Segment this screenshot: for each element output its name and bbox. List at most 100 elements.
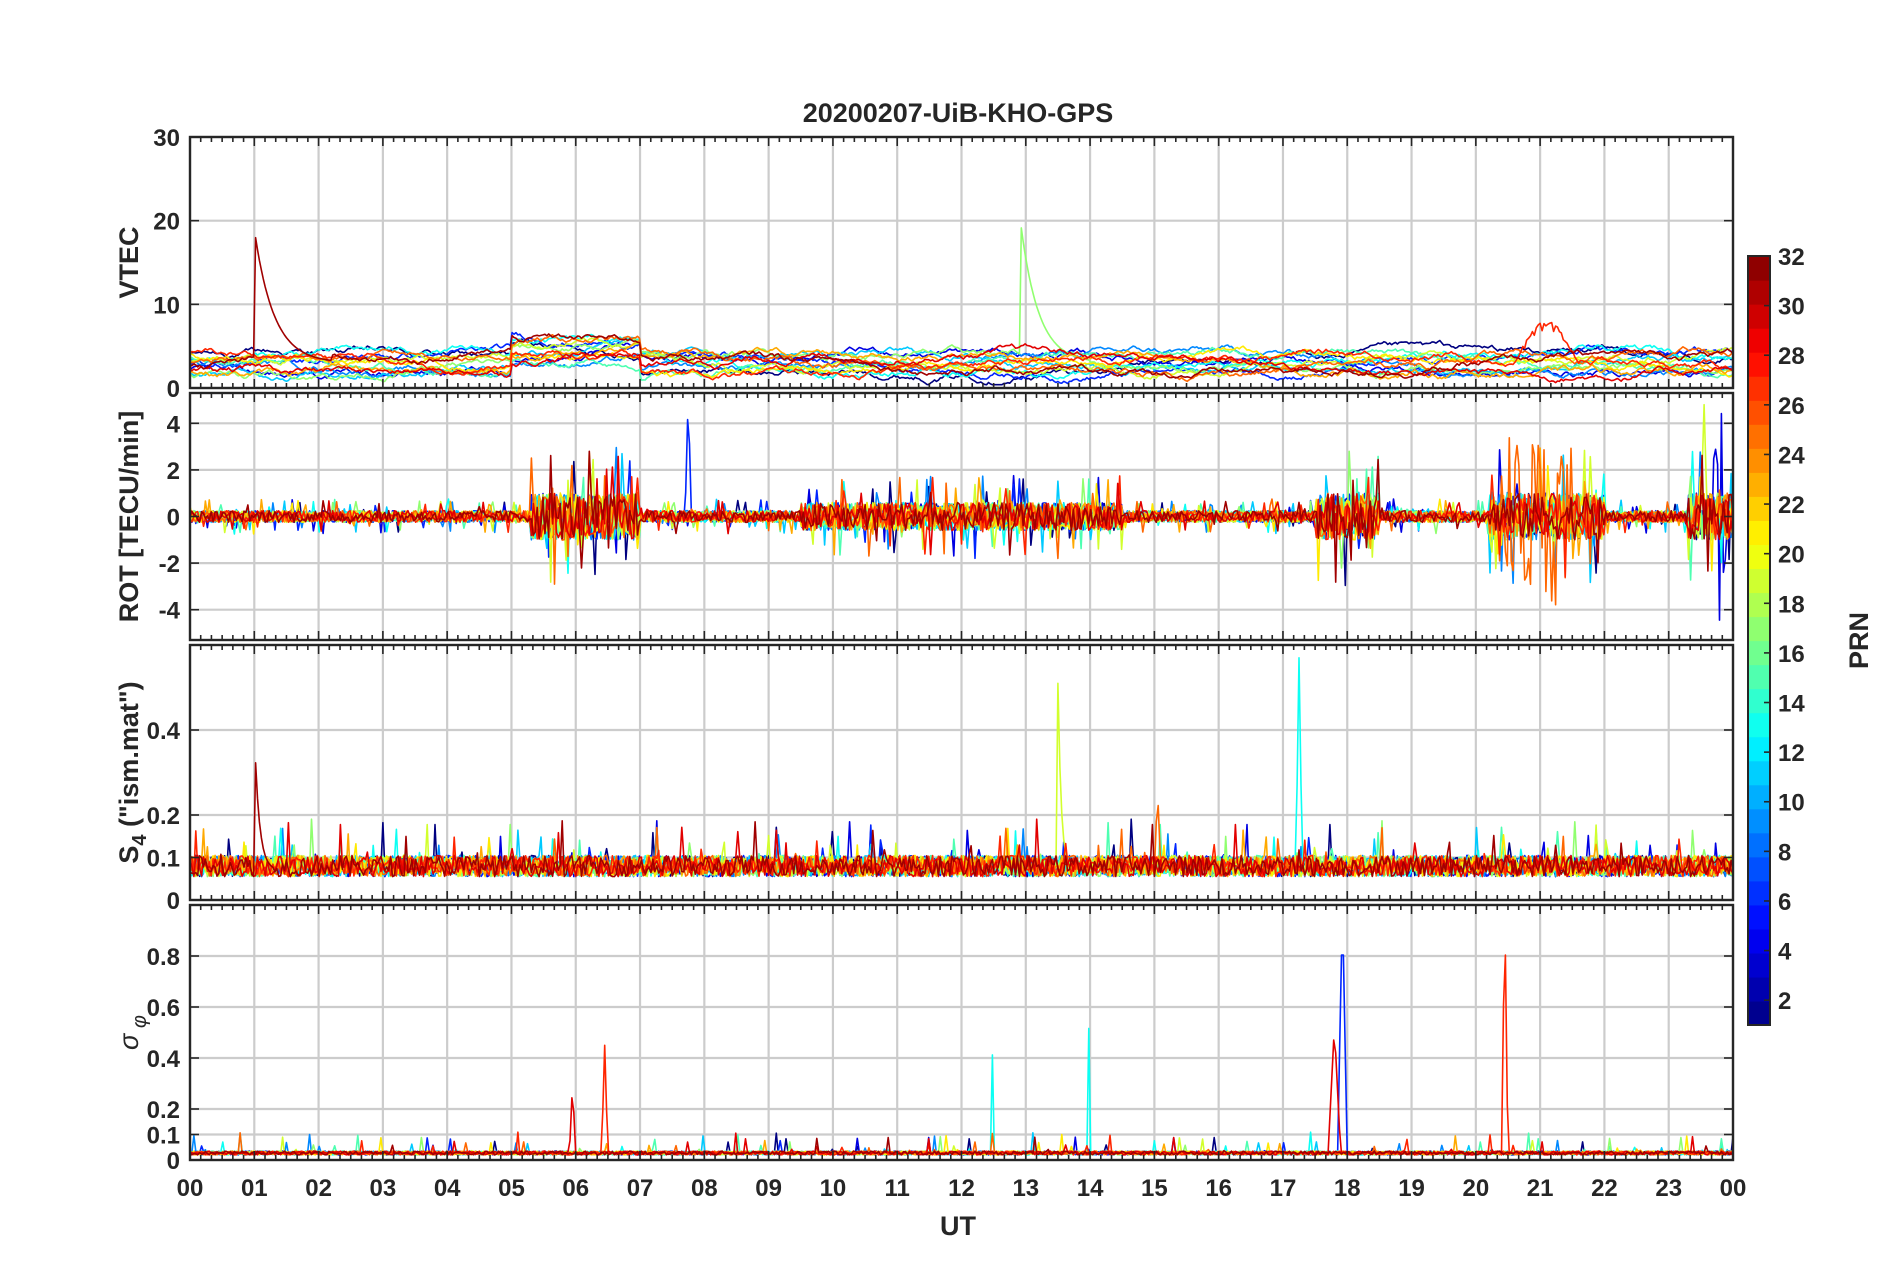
- colorbar-tick-label: 22: [1778, 492, 1805, 519]
- y-tick-label: 0: [167, 376, 180, 403]
- colorbar-segment: [1748, 496, 1770, 521]
- y-tick-label: 0.2: [147, 803, 180, 830]
- colorbar-segment: [1748, 952, 1770, 978]
- colorbar-segment: [1748, 736, 1770, 762]
- x-tick-label: 11: [885, 1175, 910, 1202]
- y-tick-label: 2: [167, 458, 180, 485]
- series-prn-23: [190, 339, 1733, 380]
- colorbar-tick-label: 16: [1778, 641, 1805, 668]
- x-tick-label: 13: [1012, 1175, 1039, 1202]
- series-prn-17: [190, 227, 1733, 383]
- colorbar-segment: [1748, 760, 1770, 786]
- y-tick-label: 30: [153, 125, 180, 152]
- y-tick-label: 0.1: [147, 846, 180, 873]
- colorbar-segment: [1748, 592, 1770, 618]
- colorbar-segment: [1748, 640, 1770, 666]
- colorbar-segment: [1748, 880, 1770, 906]
- y-axis-label: S4 ("ism.mat"): [114, 681, 151, 863]
- colorbar-segment: [1748, 376, 1770, 401]
- colorbar-segment: [1748, 304, 1770, 329]
- colorbar-label: PRN: [1844, 612, 1874, 669]
- x-tick-label: 17: [1270, 1175, 1297, 1202]
- panel-4: 00.10.2 0.4 0.6 0.8 σ φ 00 01 02 03 04 05 06 07 08 09 1…: [114, 903, 1747, 1202]
- colorbar-segment: [1748, 904, 1770, 930]
- x-tick-label: 22: [1591, 1175, 1618, 1202]
- colorbar-segment: [1748, 616, 1770, 642]
- colorbar-tick-label: 10: [1778, 790, 1805, 817]
- panel-2: -4 -2 0 2 4 ROT [TECU/min]: [114, 391, 1735, 642]
- colorbar-segment: [1748, 976, 1770, 1002]
- x-tick-label: 20: [1462, 1175, 1489, 1202]
- series-prn-31: [190, 762, 1733, 878]
- series-prn-31: [190, 236, 1733, 379]
- colorbar-segment: [1748, 328, 1770, 353]
- colorbar-tick-label: 24: [1778, 442, 1805, 469]
- x-tick-label: 02: [305, 1175, 332, 1202]
- x-tick-label: 09: [755, 1175, 782, 1202]
- x-tick-label: 04: [434, 1175, 461, 1202]
- x-tick-label: 18: [1334, 1175, 1361, 1202]
- colorbar-segment: [1748, 1000, 1770, 1026]
- series-prn-29: [190, 818, 1733, 878]
- x-tick-label: 00: [177, 1175, 204, 1202]
- y-axis-label: σ φ: [114, 1015, 151, 1050]
- series-group: [190, 403, 1733, 621]
- y-tick-label: 20: [153, 209, 180, 236]
- colorbar-tick-label: 8: [1778, 839, 1791, 866]
- colorbar-segment: [1748, 856, 1770, 882]
- series-prn-31: [190, 450, 1733, 583]
- y-axis-label: ROT [TECU/min]: [114, 411, 144, 622]
- panel-1: 0 10 20 30 VTEC: [114, 125, 1735, 403]
- y-tick-label: 0: [167, 505, 180, 532]
- y-tick-label: 0.8: [147, 944, 180, 971]
- colorbar-segment: [1748, 664, 1770, 690]
- colorbar-segment: [1748, 568, 1770, 594]
- y-tick-label: 0: [167, 1148, 180, 1175]
- series-group: [190, 657, 1733, 878]
- colorbar-segment: [1748, 688, 1770, 714]
- x-tick-label: 12: [948, 1175, 975, 1202]
- panel-3: 0 0.1 0.2 0.4S4 ("ism.mat"): [114, 643, 1735, 915]
- series-prn-29: [190, 455, 1733, 556]
- x-tick-label: 05: [498, 1175, 525, 1202]
- colorbar-tick-label: 20: [1778, 542, 1805, 569]
- chart-title: 20200207-UiB-KHO-GPS: [803, 98, 1114, 128]
- colorbar-segment: [1748, 928, 1770, 954]
- x-tick-label: 00: [1720, 1175, 1747, 1202]
- y-tick-label: 0.1: [147, 1123, 180, 1150]
- x-axis-label: UT: [940, 1211, 976, 1241]
- x-tick-label: 03: [370, 1175, 397, 1202]
- series-prn-29: [190, 343, 1733, 384]
- series-prn-25: [190, 334, 1733, 383]
- colorbar-tick-label: 6: [1778, 889, 1791, 916]
- colorbar-segment: [1748, 400, 1770, 425]
- y-tick-label: 0: [167, 888, 180, 915]
- colorbar-segment: [1748, 352, 1770, 377]
- x-tick-label: 10: [820, 1175, 847, 1202]
- y-tick-label: -4: [159, 598, 181, 625]
- colorbar-segment: [1748, 544, 1770, 570]
- colorbar-tick-label: 30: [1778, 294, 1805, 321]
- y-tick-label: 10: [153, 292, 180, 319]
- x-tick-label: 16: [1205, 1175, 1232, 1202]
- colorbar-segment: [1748, 472, 1770, 497]
- colorbar-tick-label: 18: [1778, 591, 1805, 618]
- colorbar-tick-label: 12: [1778, 740, 1805, 767]
- x-tick-label: 07: [627, 1175, 654, 1202]
- y-axis-label: VTEC: [114, 226, 144, 298]
- colorbar-segment: [1748, 808, 1770, 834]
- y-tick-label: 0.4: [147, 718, 181, 745]
- x-tick-label: 23: [1655, 1175, 1682, 1202]
- colorbar-segment: [1748, 256, 1770, 281]
- y-tick-label: 4: [167, 411, 181, 438]
- y-tick-label: 0.2: [147, 1097, 180, 1124]
- x-tick-label: 19: [1398, 1175, 1425, 1202]
- colorbar-segment: [1748, 712, 1770, 738]
- x-tick-label: 21: [1527, 1175, 1554, 1202]
- x-tick-label: 01: [241, 1175, 268, 1202]
- colorbar-tick-label: 4: [1778, 939, 1792, 966]
- colorbar-segment: [1748, 520, 1770, 545]
- x-tick-label: 08: [691, 1175, 718, 1202]
